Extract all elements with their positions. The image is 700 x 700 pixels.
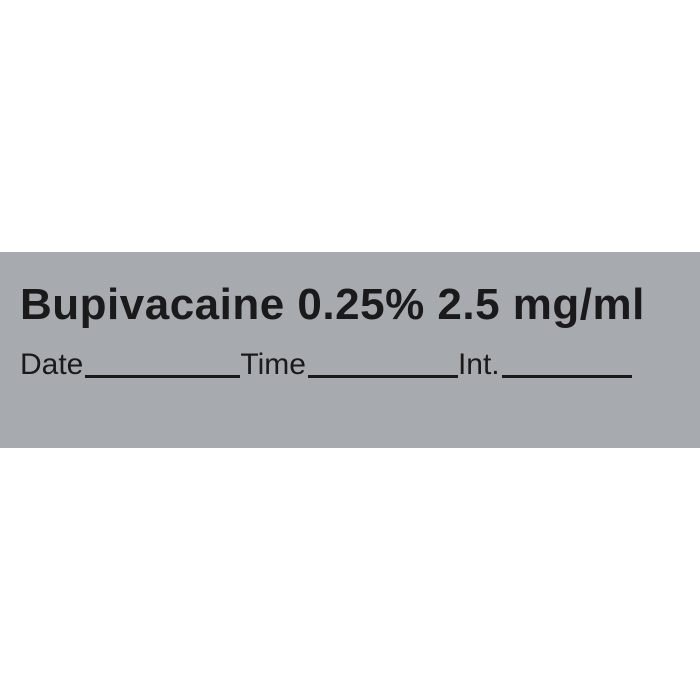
medication-label: Bupivacaine 0.25% 2.5 mg/ml Date Time In… (0, 252, 700, 448)
field-time: Time (240, 348, 458, 382)
field-date-line[interactable] (85, 375, 240, 378)
field-time-line[interactable] (308, 375, 458, 378)
field-int: Int. (458, 348, 632, 382)
field-date: Date (20, 348, 240, 382)
field-int-line[interactable] (502, 375, 632, 378)
canvas: Bupivacaine 0.25% 2.5 mg/ml Date Time In… (0, 0, 700, 700)
field-int-label: Int. (458, 348, 500, 382)
drug-name-headline: Bupivacaine 0.25% 2.5 mg/ml (20, 280, 680, 330)
field-date-label: Date (20, 348, 83, 382)
field-time-label: Time (240, 348, 306, 382)
fields-row: Date Time Int. (20, 348, 680, 382)
